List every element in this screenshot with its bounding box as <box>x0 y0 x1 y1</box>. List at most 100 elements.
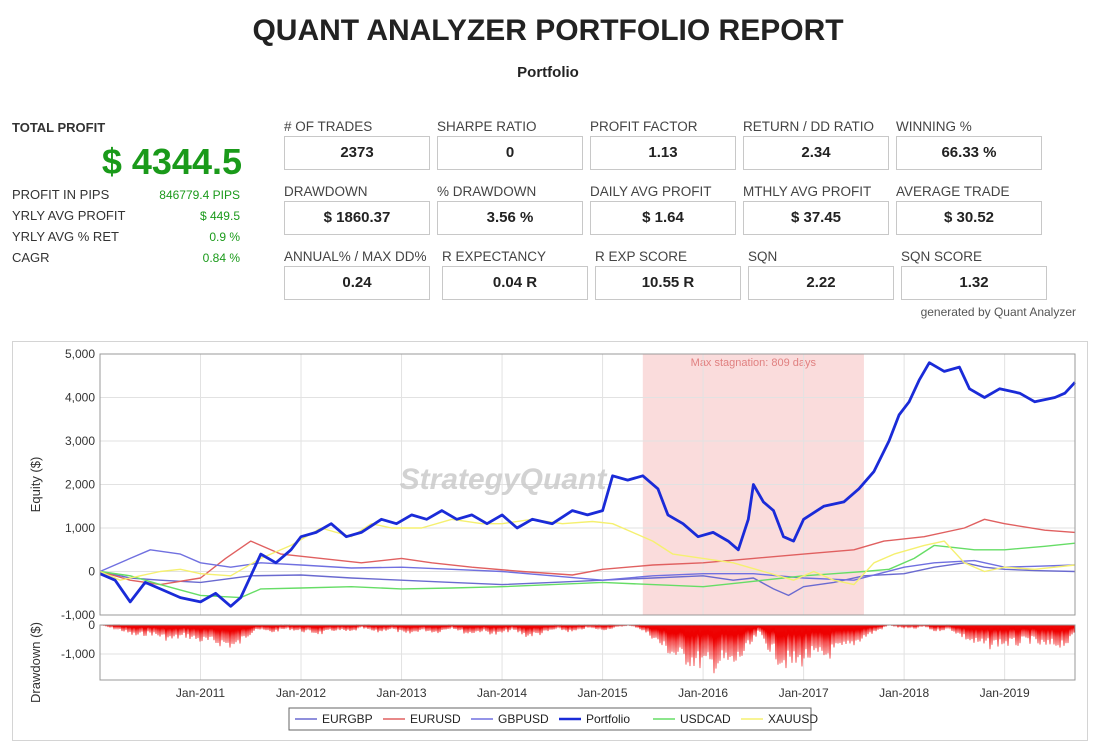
metric-label: R EXPECTANCY <box>442 249 547 264</box>
metric-value: 0.04 R <box>442 266 588 300</box>
x-tick-label: Jan-2011 <box>176 686 225 700</box>
metric-label: PROFIT FACTOR <box>590 119 698 134</box>
summary-row-yrly-avg-ret: YRLY AVG % RET 0.9 % <box>12 229 240 249</box>
equity-plot-border <box>99 353 1076 616</box>
summary-label: CAGR <box>12 250 50 265</box>
metric-annual-max-dd: ANNUAL% / MAX DD% 0.24 <box>284 248 430 300</box>
metric-value: $ 1.64 <box>590 201 736 235</box>
metric-label: DRAWDOWN <box>284 184 368 199</box>
x-tick-label: Jan-2018 <box>879 686 929 700</box>
legend-label: GBPUSD <box>498 712 549 726</box>
metric-value: $ 37.45 <box>743 201 889 235</box>
equity-tick-label: 1,000 <box>65 521 95 535</box>
metric-value: 2.22 <box>748 266 894 300</box>
equity-tick-label: -1,000 <box>61 608 95 622</box>
drawdown-tick-label: -1,000 <box>61 647 95 661</box>
x-tick-label: Jan-2019 <box>980 686 1030 700</box>
equity-drawdown-chart: Max stagnation: 809 days StrategyQuant 5… <box>28 347 1077 731</box>
summary-row-cagr: CAGR 0.84 % <box>12 250 240 270</box>
metric-mthly-avg-profit: MTHLY AVG PROFIT $ 37.45 <box>743 183 889 235</box>
equity-tick-label: 4,000 <box>65 391 95 405</box>
x-tick-label: Jan-2013 <box>377 686 427 700</box>
x-tick-label: Jan-2012 <box>276 686 326 700</box>
legend-label: USDCAD <box>680 712 731 726</box>
metric-label: SQN SCORE <box>901 249 983 264</box>
series-line-usdcad <box>99 542 1076 599</box>
metric-label: # OF TRADES <box>284 119 373 134</box>
metric-label: R EXP SCORE <box>595 249 688 264</box>
metric-label: SQN <box>748 249 778 264</box>
metric-sqn-score: SQN SCORE 1.32 <box>901 248 1047 300</box>
summary-row-yrly-avg-profit: YRLY AVG PROFIT $ 449.5 <box>12 208 240 228</box>
x-tick-label: Jan-2016 <box>678 686 728 700</box>
drawdown-area <box>100 623 1076 674</box>
drawdown-tick-label: 0 <box>88 618 95 632</box>
metric-label: % DRAWDOWN <box>437 184 537 199</box>
legend-label: XAUUSD <box>768 712 818 726</box>
metric-value: 1.13 <box>590 136 736 170</box>
report-subtitle: Portfolio <box>517 64 579 81</box>
generated-note: generated by Quant Analyzer <box>920 305 1076 319</box>
metric-value: 66.33 % <box>896 136 1042 170</box>
metric-average-trade: AVERAGE TRADE $ 30.52 <box>896 183 1042 235</box>
summary-label: PROFIT IN PIPS <box>12 187 110 202</box>
series-line-gbpusd <box>99 549 1076 581</box>
metric-daily-avg-profit: DAILY AVG PROFIT $ 1.64 <box>590 183 736 235</box>
series-line-eurusd <box>99 518 1076 586</box>
metric-label: SHARPE RATIO <box>437 119 537 134</box>
x-tick-label: Jan-2017 <box>779 686 829 700</box>
legend-label: EURGBP <box>322 712 373 726</box>
summary-value: $ 449.5 <box>199 209 240 223</box>
metric-return-dd-ratio: RETURN / DD RATIO 2.34 <box>743 118 889 170</box>
equity-tick-label: 5,000 <box>65 347 95 361</box>
metric-profit-factor: PROFIT FACTOR 1.13 <box>590 118 736 170</box>
total-profit-label: TOTAL PROFIT <box>12 120 106 135</box>
series-line-xauusd <box>99 518 1076 586</box>
metric-pct-drawdown: % DRAWDOWN 3.56 % <box>437 183 583 235</box>
metric-label: MTHLY AVG PROFIT <box>743 184 872 199</box>
legend-label: EURUSD <box>410 712 461 726</box>
metric-label: ANNUAL% / MAX DD% <box>284 249 427 264</box>
metric-winning-pct: WINNING % 66.33 % <box>896 118 1042 170</box>
metric-label: RETURN / DD RATIO <box>743 119 874 134</box>
series-line-portfolio <box>99 361 1077 608</box>
watermark-text: StrategyQuant <box>400 463 609 496</box>
metric-label: DAILY AVG PROFIT <box>590 184 712 199</box>
metric-drawdown: DRAWDOWN $ 1860.37 <box>284 183 430 235</box>
metric-value: $ 30.52 <box>896 201 1042 235</box>
x-tick-label: Jan-2015 <box>578 686 628 700</box>
legend-label: Portfolio <box>586 712 630 726</box>
metric-label: AVERAGE TRADE <box>896 184 1010 199</box>
summary-label: YRLY AVG PROFIT <box>12 208 126 223</box>
metric-value: 0.24 <box>284 266 430 300</box>
summary-value: 0.9 % <box>209 230 240 244</box>
equity-tick-label: 0 <box>88 565 95 579</box>
series-line-eurgbp <box>99 562 1076 597</box>
metric-sharpe-ratio: SHARPE RATIO 0 <box>437 118 583 170</box>
drawdown-plot-border <box>99 624 1076 681</box>
equity-tick-label: 2,000 <box>65 478 95 492</box>
metric-value: 2.34 <box>743 136 889 170</box>
summary-row-profit-pips: PROFIT IN PIPS 846779.4 PIPS <box>12 187 240 207</box>
chart-frame: Max stagnation: 809 days StrategyQuant 5… <box>12 341 1088 741</box>
equity-tick-label: 3,000 <box>65 434 95 448</box>
metric-label: WINNING % <box>896 119 972 134</box>
metric-r-expectancy: R EXPECTANCY 0.04 R <box>442 248 588 300</box>
total-profit-value: $ 4344.5 <box>101 141 242 182</box>
report-title: QUANT ANALYZER PORTFOLIO REPORT <box>252 14 844 47</box>
summary-label: YRLY AVG % RET <box>12 229 119 244</box>
metric-r-exp-score: R EXP SCORE 10.55 R <box>595 248 741 300</box>
metric-value: 2373 <box>284 136 430 170</box>
x-tick-label: Jan-2014 <box>477 686 527 700</box>
metric-sqn: SQN 2.22 <box>748 248 894 300</box>
equity-axis-title: Equity ($) <box>28 457 43 513</box>
stagnation-label: Max stagnation: 809 days <box>691 357 817 369</box>
drawdown-axis-title: Drawdown ($) <box>28 622 43 703</box>
metric-value: $ 1860.37 <box>284 201 430 235</box>
metric-value: 3.56 % <box>437 201 583 235</box>
metric-value: 10.55 R <box>595 266 741 300</box>
summary-value: 846779.4 PIPS <box>159 188 240 202</box>
summary-value: 0.84 % <box>202 251 240 265</box>
metric-value: 0 <box>437 136 583 170</box>
metric-value: 1.32 <box>901 266 1047 300</box>
